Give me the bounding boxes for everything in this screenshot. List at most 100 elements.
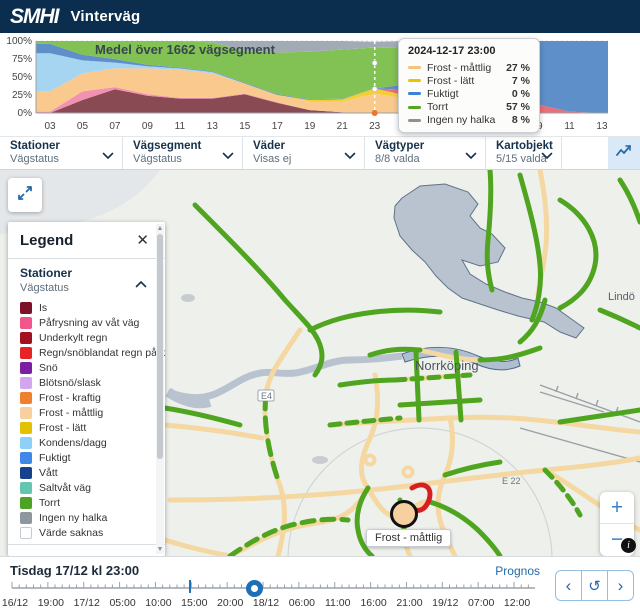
- zoom-in-button[interactable]: +: [600, 492, 634, 524]
- filter-value: 5/15 valda: [496, 153, 547, 165]
- legend-color-swatch: [20, 436, 32, 449]
- timeline-tick-label: 07:00: [468, 597, 495, 609]
- chart-toggle-button[interactable]: [608, 137, 640, 169]
- legend-color-swatch: [20, 451, 32, 464]
- x-axis-tick: 11: [564, 121, 575, 132]
- scroll-down-arrow[interactable]: ▼: [156, 546, 164, 553]
- prognos-link[interactable]: Prognos: [495, 564, 540, 578]
- x-axis-tick: 13: [596, 121, 608, 132]
- e4-label: E4: [261, 391, 272, 401]
- filter-label: Vägtyper: [375, 140, 425, 152]
- chevron-down-icon: [344, 147, 356, 165]
- fullscreen-button[interactable]: [8, 178, 42, 212]
- y-axis-tick: 0%: [17, 108, 32, 119]
- chart-area-torrt: [36, 41, 608, 100]
- time-slider-handle[interactable]: [246, 580, 263, 597]
- timeline-tick-label: 11:00: [324, 597, 351, 609]
- district-label: Lindö: [608, 291, 635, 303]
- timeline-tick-label: 05:00: [109, 597, 136, 609]
- section-title: Stationer: [20, 266, 73, 280]
- legend-panel: Legend ✕ Stationer Vägstatus Is: [8, 222, 165, 556]
- x-axis-tick: 23: [369, 121, 381, 132]
- filter-dropdown[interactable]: Kartobjekt 5/15 valda: [486, 137, 562, 169]
- city-label: Norrköping: [415, 358, 479, 373]
- chevron-left-icon: ‹: [565, 575, 572, 595]
- page-title: Vinterväg: [70, 8, 141, 25]
- chevron-up-icon[interactable]: [135, 275, 147, 293]
- chevron-right-icon: ›: [617, 575, 624, 595]
- marker-tooltip: Frost - måttlig: [366, 529, 452, 547]
- y-axis-tick: 75%: [11, 54, 32, 65]
- tooltip-timestamp: 2024-12-17 23:00: [408, 45, 496, 57]
- boundary-circle: [287, 427, 553, 556]
- footer-section-title: Vägsegment: [20, 553, 97, 556]
- chart-tooltip: 2024-12-17 23:00 Frost - måttlig 27 % Fr…: [398, 38, 540, 133]
- filter-label: Vägsegment: [133, 140, 202, 152]
- legend-item: Underkylt regn: [20, 330, 165, 345]
- map-labels: Norrköping Lindö E 22 E4: [257, 291, 635, 486]
- timeline-tick-label: 19:00: [37, 597, 64, 609]
- series-label: Frost - måttlig: [427, 61, 492, 74]
- time-slider-ruler[interactable]: [0, 581, 640, 597]
- history-clock-icon: ↺: [588, 577, 601, 595]
- legend-item: Regn/snöblandat regn på kall väg: [20, 345, 165, 360]
- series-color-swatch: [408, 79, 421, 83]
- legend-title: Legend: [20, 232, 74, 249]
- tooltip-rows: Frost - måttlig 27 % Frost - lätt 7 % Fu…: [408, 61, 530, 127]
- now-indicator: [189, 580, 191, 593]
- e4-shield: [257, 389, 275, 402]
- filter-dropdown[interactable]: Vägsegment Vägstatus: [123, 137, 243, 169]
- attribution-info-button[interactable]: i: [621, 538, 636, 553]
- status-timeline-chart[interactable]: 100%75%50%25%0% 030507091113151719212301…: [0, 33, 640, 136]
- legend-item-label: Regn/snöblandat regn på kall väg: [39, 346, 165, 359]
- chart-area-frost-mattlig: [36, 68, 608, 113]
- x-axis-tick: 07: [109, 121, 121, 132]
- expand-icon: [16, 184, 34, 207]
- legend-item: Snö: [20, 360, 165, 375]
- chevron-down-icon: [222, 147, 234, 165]
- filter-dropdown[interactable]: Väder Visas ej: [243, 137, 365, 169]
- x-axis-tick: 05: [76, 121, 89, 132]
- legend-item: Saltvåt väg: [20, 480, 165, 495]
- legend-item-label: Ingen ny halka: [39, 511, 108, 524]
- time-step-buttons: ‹ ↺ ›: [555, 570, 634, 601]
- filter-label: Väder: [253, 140, 285, 152]
- timeline-tick-label: 20:00: [217, 597, 244, 609]
- timeline-tick-label: 18/12: [252, 597, 280, 609]
- filter-dropdown[interactable]: Stationer Vägstatus: [0, 137, 123, 169]
- x-axis-tick: 15: [239, 121, 251, 132]
- legend-item-label: Snö: [39, 361, 58, 374]
- smhi-logo: SMHI: [10, 4, 59, 28]
- tooltip-row: Fuktigt 0 %: [408, 87, 530, 100]
- legend-section-stationer: Stationer Vägstatus: [8, 259, 165, 296]
- legend-item: Torrt: [20, 495, 165, 510]
- legend-color-swatch: [20, 421, 32, 434]
- x-axis-tick: 19: [304, 121, 316, 132]
- chart-note: Medel över 1662 vägsegment: [95, 42, 275, 57]
- filter-label: Stationer: [10, 140, 60, 152]
- tooltip-row: Torrt 57 %: [408, 101, 530, 114]
- step-back-button[interactable]: ‹: [555, 570, 582, 601]
- step-forward-button[interactable]: ›: [607, 570, 634, 601]
- reset-time-button[interactable]: ↺: [581, 570, 608, 601]
- current-time-marker: [371, 41, 378, 116]
- series-color-swatch: [408, 92, 421, 96]
- e22-label: E 22: [502, 476, 521, 486]
- station-marker[interactable]: [390, 500, 418, 528]
- scroll-up-arrow[interactable]: ▲: [156, 225, 164, 232]
- legend-color-swatch: [20, 391, 32, 404]
- map-canvas[interactable]: Norrköping Lindö E 22 E4 Frost - måttlig…: [0, 170, 640, 556]
- legend-color-swatch: [20, 376, 32, 389]
- legend-section-vagsegment[interactable]: Vägsegment: [8, 544, 165, 556]
- series-color-swatch: [408, 118, 421, 122]
- close-icon[interactable]: ✕: [136, 232, 149, 249]
- legend-scrollbar[interactable]: ▲ ▼: [156, 224, 164, 554]
- filter-dropdown[interactable]: Vägtyper 8/8 valda: [365, 137, 486, 169]
- scrollbar-thumb[interactable]: [157, 234, 163, 459]
- legend-item-label: Vått: [39, 466, 58, 479]
- legend-item-label: Kondens/dagg: [39, 436, 107, 449]
- chevron-down-icon: [541, 147, 553, 165]
- timeline-tick-label: 16/12: [1, 597, 29, 609]
- tooltip-row: Ingen ny halka 8 %: [408, 114, 530, 127]
- timeline-tick-label: 15:00: [181, 597, 208, 609]
